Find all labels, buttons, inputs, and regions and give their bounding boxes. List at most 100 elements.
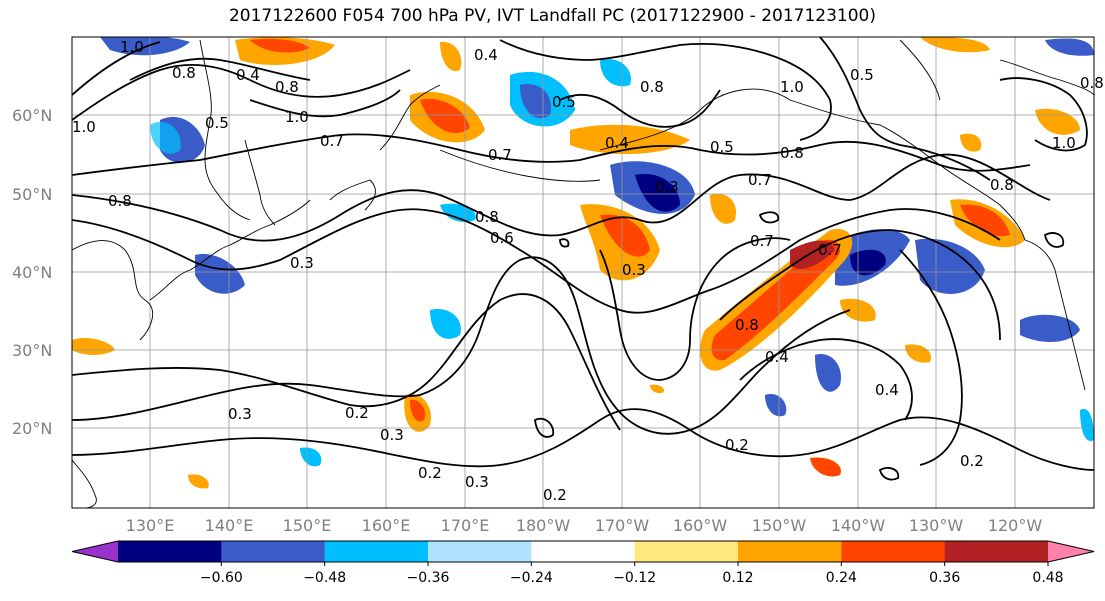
contour-label: 0.3	[290, 254, 314, 272]
colorbar-tick-label: 0.48	[1032, 570, 1063, 586]
contour-label: 0.8	[780, 144, 804, 162]
positive-anomaly-region	[72, 338, 115, 355]
contour-label: 0.8	[475, 208, 499, 226]
positive-anomaly-region	[810, 457, 841, 477]
negative-anomaly-region	[300, 447, 322, 467]
positive-anomaly-region	[960, 133, 982, 152]
contour-label: 0.4	[765, 348, 789, 366]
contour-label: 0.4	[605, 134, 629, 152]
contour-label: 0.7	[320, 132, 344, 150]
positive-anomaly-region	[250, 38, 310, 53]
lat-label: 50°N	[12, 185, 52, 204]
contour-labels: 1.0 0.8 0.4 0.8 1.0 0.5 0.7 0.7 0.4 0.4 …	[72, 38, 1104, 504]
positive-anomaly-region	[420, 98, 470, 133]
positive-anomaly-region	[600, 214, 650, 257]
contour-label: 1.0	[285, 108, 309, 126]
colorbar-outline	[71, 540, 1095, 563]
contour-label: 0.5	[850, 66, 874, 84]
contour-label: 0.3	[465, 473, 489, 491]
colorbar-extend-max	[1048, 541, 1094, 562]
contour-label: 0.5	[205, 114, 229, 132]
negative-anomaly-region	[195, 254, 245, 294]
colorbar-tick-label: 0.24	[826, 570, 857, 586]
contour-label: 0.8	[640, 78, 664, 96]
colorbar-ticks: −0.60 −0.48 −0.36 −0.24 −0.12 0.12 0.24 0.36 0.4…	[200, 562, 1064, 586]
contour-label: 1.0	[72, 118, 96, 136]
negative-anomaly-region	[1080, 409, 1094, 441]
colorbar-tick-label: 0.36	[929, 570, 960, 586]
contour-label: 0.8	[172, 64, 196, 82]
colorbar-swatch	[324, 541, 429, 562]
negative-anomaly-region	[1020, 314, 1080, 342]
contour-label: 1.0	[120, 38, 144, 56]
negative-anomaly-region	[440, 203, 476, 222]
lon-label: 180°W	[516, 516, 571, 535]
latitude-labels: 60°N 50°N 40°N 30°N 20°N	[12, 106, 52, 438]
colorbar-swatch	[944, 541, 1049, 562]
contour-label: 0.4	[875, 381, 899, 399]
contour-label: 0.2	[543, 486, 567, 504]
colorbar-swatch	[634, 541, 739, 562]
negative-anomaly-region	[635, 174, 680, 212]
negative-anomaly-region	[850, 249, 886, 276]
contour-label: 0.3	[228, 405, 252, 423]
negative-anomaly-region	[1045, 38, 1094, 56]
contour-label: 0.8	[108, 192, 132, 210]
negative-anomaly-region	[150, 121, 181, 154]
contour-label: 0.3	[622, 261, 646, 279]
lat-label: 40°N	[12, 263, 52, 282]
positive-anomaly-region	[650, 384, 665, 394]
contour-label: 0.5	[710, 138, 734, 156]
lon-label: 130°E	[126, 516, 175, 535]
colorbar-extend-min	[72, 541, 118, 562]
colorbar-tick-label: 0.12	[722, 570, 753, 586]
colorbar-swatches	[71, 540, 1095, 563]
lon-label: 150°W	[752, 516, 807, 535]
lat-label: 60°N	[12, 106, 52, 125]
lon-label: 140°W	[831, 516, 886, 535]
lon-label: 160°E	[362, 516, 411, 535]
contour-label: 0.2	[725, 436, 749, 454]
colorbar-tick-label: −0.36	[407, 570, 450, 586]
positive-anomaly-region	[440, 41, 462, 72]
negative-anomaly-region	[765, 394, 787, 417]
contour-label: 0.8	[990, 176, 1014, 194]
contour-label: 0.8	[275, 78, 299, 96]
contour-label: 0.5	[552, 93, 576, 111]
contour-label: 0.3	[655, 178, 679, 196]
contour-label: 0.2	[345, 404, 369, 422]
colorbar-swatch	[221, 541, 326, 562]
contour-label: 0.7	[818, 241, 842, 259]
gridlines	[72, 37, 1094, 508]
positive-anomaly-region	[188, 474, 209, 489]
negative-anomaly-region	[600, 59, 631, 87]
contour-label: 0.7	[488, 146, 512, 164]
colorbar-tick-label: −0.24	[510, 570, 553, 586]
contour-label: 0.6	[490, 229, 514, 247]
pv-contours	[72, 37, 1094, 481]
colorbar-tick-label: −0.60	[200, 570, 243, 586]
lat-label: 20°N	[12, 419, 52, 438]
negative-anomaly-region	[915, 238, 985, 294]
map-frame	[71, 36, 1095, 509]
lon-label: 160°W	[673, 516, 728, 535]
map-title: 2017122600 F054 700 hPa PV, IVT Landfall…	[228, 6, 876, 26]
contour-label: 0.7	[750, 232, 774, 250]
lon-label: 140°E	[205, 516, 254, 535]
negative-anomaly-region	[430, 309, 461, 339]
negative-anomaly-region	[815, 354, 841, 392]
contour-label: 1.0	[1052, 134, 1076, 152]
lat-label: 30°N	[12, 341, 52, 360]
contour-label: 0.4	[236, 66, 260, 84]
positive-anomaly-region	[960, 204, 1010, 237]
longitude-labels: 130°E 140°E 150°E 160°E 170°E 180°W 170°…	[126, 516, 1043, 535]
contour-label: 0.2	[418, 464, 442, 482]
contour-label: 1.0	[780, 78, 804, 96]
positive-anomaly-region	[920, 37, 990, 53]
positive-anomaly-region	[905, 344, 931, 363]
lon-label: 150°E	[283, 516, 332, 535]
lon-label: 170°W	[595, 516, 650, 535]
contour-label: 0.2	[960, 452, 984, 470]
